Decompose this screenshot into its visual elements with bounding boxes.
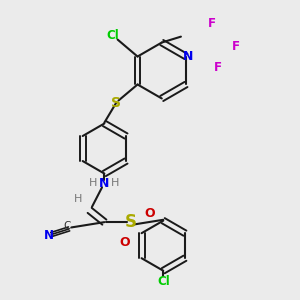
Text: Cl: Cl [157,274,169,287]
Text: N: N [183,50,194,63]
Text: S: S [125,213,137,231]
Text: N: N [44,230,54,242]
Text: N: N [99,177,110,190]
Text: O: O [145,207,155,220]
Text: C: C [63,221,70,231]
Text: F: F [214,61,222,74]
Text: H: H [89,178,98,188]
Text: F: F [231,40,239,53]
Text: H: H [111,178,120,188]
Text: F: F [208,17,216,30]
Text: S: S [111,96,121,110]
Text: H: H [74,194,82,204]
Text: O: O [120,236,130,249]
Text: Cl: Cl [107,29,120,42]
